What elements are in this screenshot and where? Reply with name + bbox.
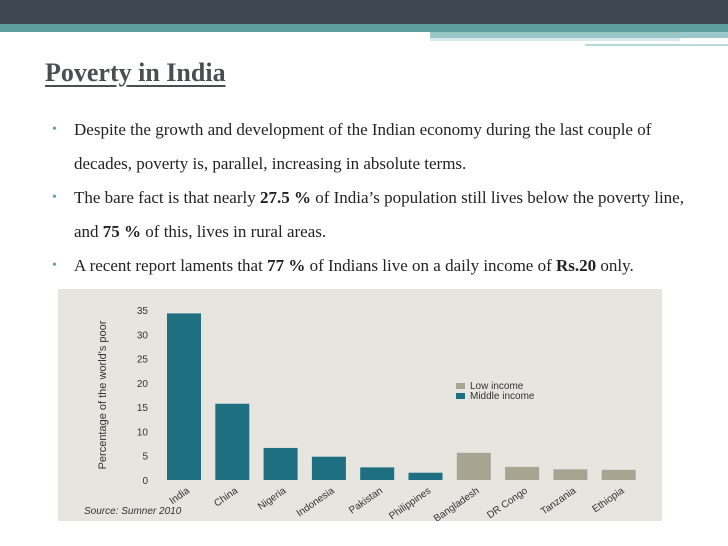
x-tick-label: Bangladesh [432, 485, 482, 521]
bar-indonesia [311, 456, 346, 480]
y-tick-label: 35 [137, 306, 149, 317]
y-tick-label: 5 [142, 452, 148, 463]
header-stripe [0, 24, 728, 32]
bullet-text: A recent report laments that [74, 256, 268, 275]
x-tick-label: Philippines [387, 485, 433, 521]
header-stripe-accent [430, 32, 728, 38]
y-tick-label: 20 [137, 379, 149, 390]
bar-tanzania [553, 469, 588, 480]
chart-source: Source: Sumner 2010 [84, 506, 182, 517]
bar-india [167, 313, 201, 480]
header-bar [0, 0, 728, 24]
chart-panel: Percentage of the world's poor 0 5 10 15 20 25… [58, 289, 662, 525]
x-tick-label: China [212, 485, 240, 509]
legend-label: Middle income [470, 391, 535, 402]
legend-swatch [456, 393, 465, 399]
slide-title: Poverty in India [45, 58, 226, 87]
x-tick-label: Nigeria [256, 485, 289, 512]
x-tick-label: Tanzania [539, 485, 578, 517]
header-stripe-thin [585, 44, 728, 46]
legend-swatch [456, 383, 465, 389]
bullet-item: • The bare fact is that nearly 27.5 % of … [52, 181, 702, 249]
bullet-emphasis: 75 % [102, 222, 142, 241]
bullet-emphasis: 27.5 % [259, 188, 311, 207]
bullet-text: Despite the growth and development of th… [74, 120, 652, 173]
x-tick-label: India [168, 485, 192, 507]
bullet-dot-icon: • [52, 190, 57, 205]
x-tick-label: DR Congo [485, 485, 530, 521]
bullet-text: The bare fact is that nearly [74, 188, 260, 207]
y-tick-label: 25 [137, 355, 149, 366]
bullet-item: • Despite the growth and development of t… [52, 113, 702, 181]
bullet-dot-icon: • [52, 258, 57, 273]
legend-label: Low income [470, 381, 524, 392]
y-axis-label: Percentage of the world's poor [97, 320, 109, 469]
bar-nigeria [263, 447, 298, 480]
bullet-text: of Indians live on a daily income of [305, 256, 557, 275]
bar-philippines [408, 472, 443, 480]
header-stripe-light [430, 38, 680, 41]
bullet-text: only. [596, 256, 634, 275]
bar-chart: Percentage of the world's poor 0 5 10 15 20 25… [84, 306, 636, 525]
y-tick-label: 0 [142, 476, 148, 487]
bullet-text: of this, lives in rural areas. [141, 222, 327, 241]
bullet-dot-icon: • [52, 122, 57, 137]
x-tick-label: Indonesia [295, 485, 337, 519]
bar-china [215, 403, 250, 480]
y-tick-label: 15 [137, 403, 149, 414]
y-tick-label: 10 [137, 427, 149, 438]
bar-bangladesh [456, 452, 491, 480]
bullet-item: • A recent report laments that 77 % of In… [52, 249, 702, 283]
bullet-text: of India’s population still lives below … [74, 188, 684, 241]
y-tick-label: 30 [137, 330, 149, 341]
bullet-list: • Despite the growth and development of t… [52, 113, 702, 283]
x-tick-label: Pakistan [347, 485, 385, 516]
x-tick-label: Ethiopia [591, 485, 627, 515]
bar-ethiopia [601, 469, 636, 480]
bullet-emphasis: Rs.20 [556, 256, 597, 275]
bar-dr-congo [505, 466, 540, 480]
bullet-emphasis: 77 % [267, 256, 306, 275]
bar-pakistan [360, 467, 395, 480]
